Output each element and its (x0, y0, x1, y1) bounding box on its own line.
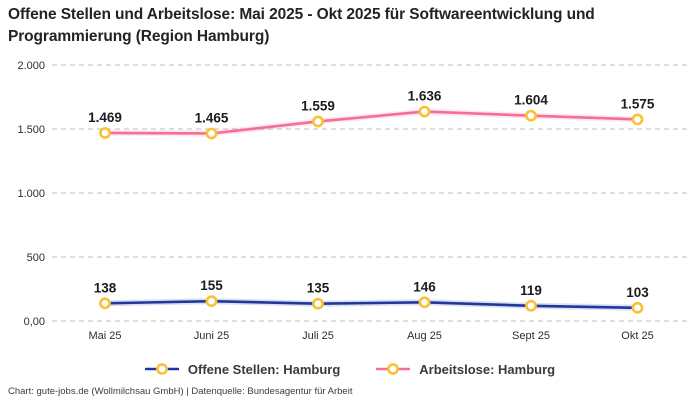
y-tick-label: 0,00 (24, 316, 45, 328)
data-point-marker[interactable] (99, 297, 111, 310)
series-line-glow (102, 108, 641, 137)
data-point-marker[interactable] (525, 109, 537, 122)
data-point-label: 103 (626, 285, 649, 300)
data-point-marker[interactable] (312, 297, 324, 310)
data-point-marker[interactable] (312, 115, 324, 128)
x-tick-label: Juni 25 (194, 330, 229, 342)
data-point-label: 146 (413, 279, 436, 294)
data-point-label: 1.575 (621, 96, 655, 111)
y-tick-label: 1.500 (17, 124, 45, 136)
legend-swatch-pink-line-icon (376, 363, 411, 375)
data-point-label: 135 (307, 281, 330, 296)
chart-title: Offene Stellen und Arbeitslose: Mai 2025… (8, 6, 595, 45)
data-point-label: 1.604 (514, 93, 548, 108)
data-point-marker[interactable] (418, 296, 431, 309)
data-point-marker[interactable] (205, 295, 218, 308)
x-tick-label: Aug 25 (407, 330, 442, 342)
chart-source-footer: Chart: gute-jobs.de (Wollmilchsau GmbH) … (8, 386, 353, 397)
legend-label-offene-stellen: Offene Stellen: Hamburg (187, 361, 341, 377)
legend-label-arbeitslose: Arbeitslose: Hamburg (419, 361, 556, 377)
data-point-marker[interactable] (418, 105, 431, 118)
x-tick-label: Okt 25 (621, 330, 653, 342)
data-point-label: 1.559 (301, 98, 335, 113)
legend: Offene Stellen: Hamburg Arbeitslose: Ham… (0, 358, 700, 380)
data-point-marker[interactable] (631, 113, 644, 126)
x-tick-label: Juli 25 (302, 330, 334, 342)
data-point-marker[interactable] (205, 127, 218, 140)
data-point-marker[interactable] (631, 301, 644, 314)
series-line (103, 110, 639, 135)
series-line (103, 299, 639, 310)
data-point-marker[interactable] (99, 127, 111, 139)
y-tick-label: 2.000 (17, 60, 45, 72)
x-tick-label: Mai 25 (88, 330, 121, 342)
data-point-label: 119 (520, 283, 542, 298)
legend-item-offene-stellen[interactable]: Offene Stellen: Hamburg (144, 361, 341, 377)
data-point-label: 138 (94, 280, 117, 295)
data-point-label: 1.465 (195, 110, 229, 125)
legend-swatch-blue-line-icon (144, 363, 179, 375)
data-point-label: 1.469 (88, 110, 122, 125)
y-tick-label: 500 (27, 252, 45, 264)
y-tick-label: 1.000 (17, 188, 45, 200)
data-point-label: 155 (200, 278, 223, 293)
data-point-label: 1.636 (408, 89, 442, 104)
data-point-marker[interactable] (525, 299, 537, 312)
x-tick-label: Sept 25 (512, 330, 550, 342)
legend-item-arbeitslose[interactable]: Arbeitslose: Hamburg (376, 362, 555, 377)
